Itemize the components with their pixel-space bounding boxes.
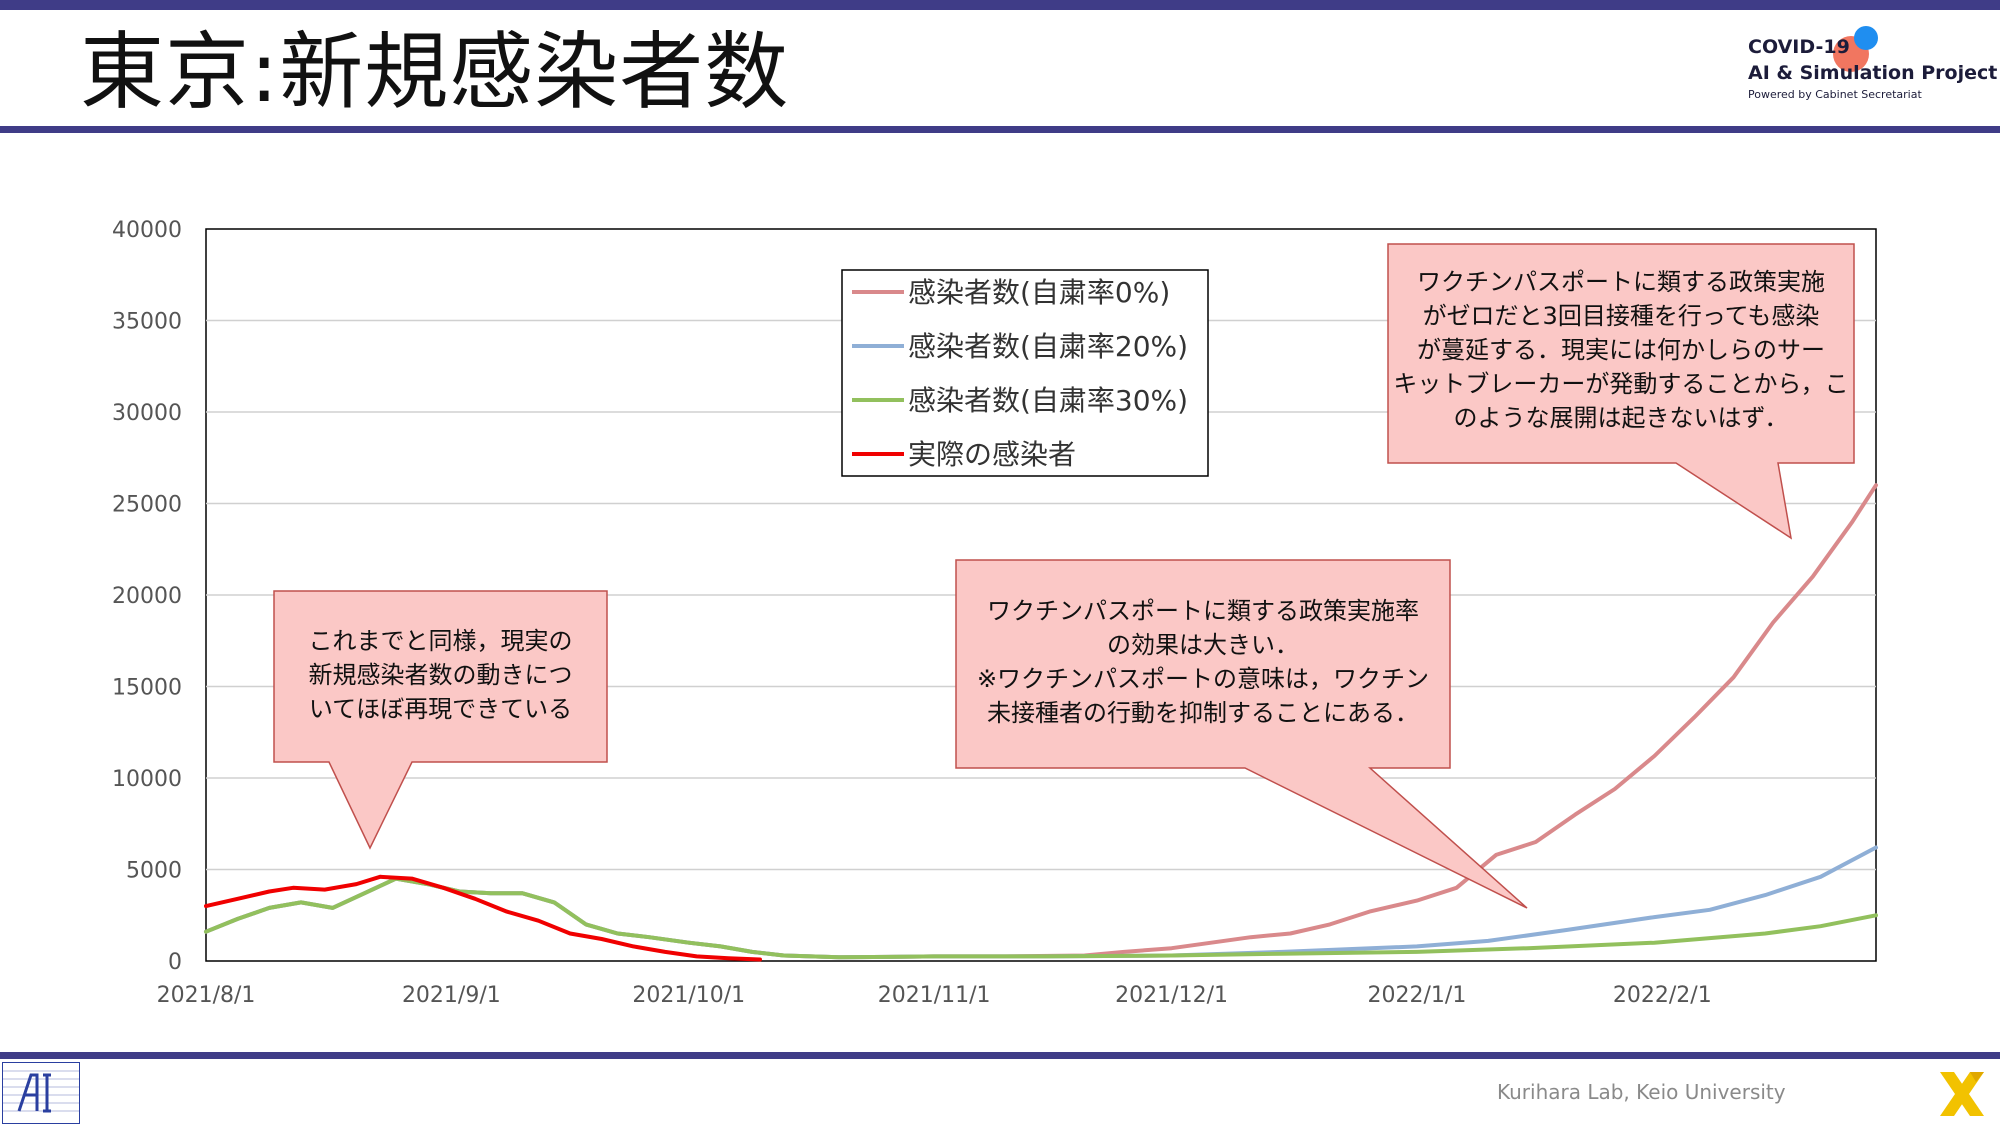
logo-line-1: COVID-19 [1748, 36, 1850, 58]
callout-middle-line-2: の効果は大きい． [1107, 631, 1299, 659]
title-underline-bar [0, 126, 2000, 133]
ai-lab-logo-icon [3, 1070, 79, 1113]
y-tick-label-0: 0 [168, 950, 182, 975]
y-axis-ticks: 0 5000 10000 15000 20000 25000 30000 35000 40000 [112, 218, 182, 975]
callout-middle-line-3: ※ワクチンパスポートの意味は，ワクチン [976, 665, 1430, 693]
callout-right-line-2: がゼロだと3回目接種を行っても感染 [1422, 302, 1820, 330]
y-tick-label-6: 30000 [112, 401, 182, 426]
y-tick-label-8: 40000 [112, 218, 182, 243]
callout-middle-text: ワクチンパスポートに類する政策実施率 の効果は大きい． ※ワクチンパスポートの意… [956, 594, 1450, 730]
legend-label-0: 感染者数(自粛率0%) [908, 276, 1170, 309]
x-axis-ticks: 2021/8/1 2021/9/1 2021/10/1 2021/11/1 2021/1… [157, 983, 1712, 1008]
callout-left-text: これまでと同様，現実の 新規感染者数の動きにつ いてほぼ再現できている [274, 624, 607, 726]
x-tick-label-5: 2022/1/1 [1368, 983, 1467, 1008]
legend-label-2: 感染者数(自粛率30%) [908, 384, 1188, 417]
project-logo: COVID-19 AI & Simulation Project Powered… [1748, 26, 1998, 114]
callout-right-line-1: ワクチンパスポートに類する政策実施 [1417, 268, 1825, 296]
legend-label-1: 感染者数(自粛率20%) [908, 330, 1188, 363]
footer-credit: Kurihara Lab, Keio University [1497, 1080, 1786, 1104]
callout-shapes [273, 243, 1855, 909]
x-tick-label-6: 2022/2/1 [1613, 983, 1712, 1008]
infection-chart: 0 5000 10000 15000 20000 25000 30000 35000 40000… [112, 218, 1878, 1008]
x-tick-label-0: 2021/8/1 [157, 983, 256, 1008]
logo-line-2: AI & Simulation Project [1748, 62, 1998, 84]
bottom-accent-bar [0, 1052, 2000, 1059]
series-line-3 [204, 874, 762, 962]
y-tick-label-2: 10000 [112, 767, 182, 792]
y-tick-label-1: 5000 [126, 859, 182, 884]
callout-right-line-4: キットブレーカーが発動することから，こ [1393, 370, 1849, 398]
callout-left-shape [273, 590, 608, 850]
y-tick-label-5: 25000 [112, 493, 182, 518]
series-line-2 [204, 876, 1878, 960]
series-lines [204, 483, 1878, 962]
top-accent-bar [0, 0, 2000, 10]
callout-left-line-3: いてほぼ再現できている [308, 695, 573, 723]
y-tick-label-4: 20000 [112, 584, 182, 609]
legend-label-3: 実際の感染者 [908, 438, 1076, 471]
logo-line-3: Powered by Cabinet Secretariat [1748, 88, 1922, 101]
callout-right-shape [1387, 243, 1855, 540]
x-tick-label-3: 2021/11/1 [878, 983, 991, 1008]
legend-box [841, 269, 1209, 477]
x-tick-label-2: 2021/10/1 [632, 983, 745, 1008]
ai-lab-logo [2, 1062, 80, 1124]
x-brand-icon [1940, 1072, 1984, 1116]
callout-right-line-5: のような展開は起きないはず． [1453, 404, 1789, 432]
y-tick-label-7: 35000 [112, 310, 182, 335]
callout-left-line-2: 新規感染者数の動きにつ [308, 661, 573, 689]
x-tick-label-1: 2021/9/1 [402, 983, 501, 1008]
y-tick-label-3: 15000 [112, 676, 182, 701]
callout-middle-line-1: ワクチンパスポートに類する政策実施率 [987, 597, 1419, 625]
logo-blue-dot-icon [1854, 26, 1878, 50]
callout-middle-line-4: 未接種者の行動を抑制することにある． [987, 699, 1419, 727]
page-title: 東京:新規感染者数 [80, 23, 790, 121]
callout-right-line-3: が蔓延する．現実には何かしらのサー [1417, 336, 1825, 364]
callout-middle-shape [955, 559, 1528, 909]
callout-right-text: ワクチンパスポートに類する政策実施 がゼロだと3回目接種を行っても感染 が蔓延す… [1388, 265, 1854, 435]
callout-left-line-1: これまでと同様，現実の [308, 627, 573, 655]
x-tick-label-4: 2021/12/1 [1115, 983, 1228, 1008]
legend: 感染者数(自粛率0%) 感染者数(自粛率20%) 感染者数(自粛率30%) 実際… [841, 269, 1209, 477]
